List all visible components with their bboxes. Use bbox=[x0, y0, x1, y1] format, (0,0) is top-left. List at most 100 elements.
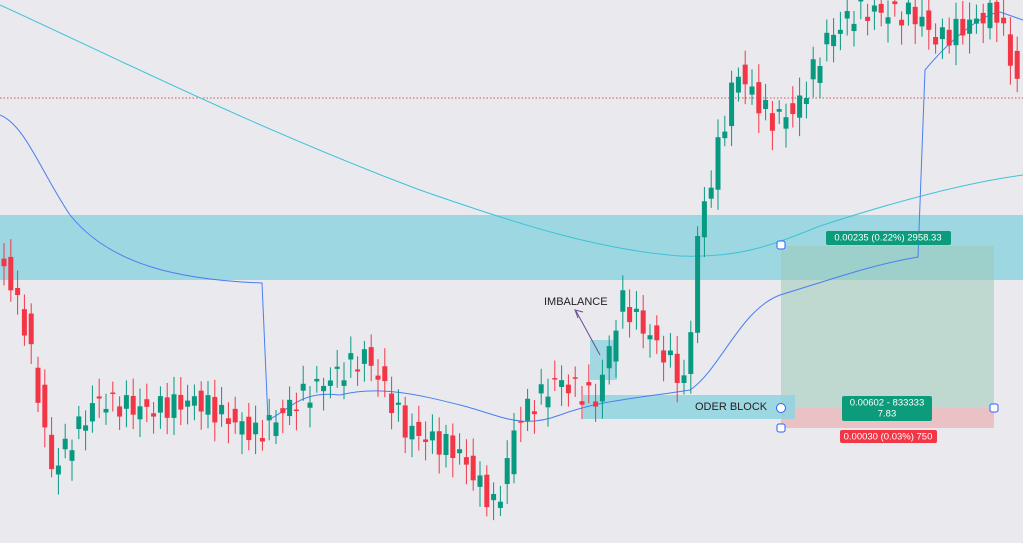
candle-body bbox=[769, 113, 775, 131]
candle-body bbox=[538, 384, 544, 394]
candle-body bbox=[810, 59, 816, 80]
candle-body bbox=[871, 5, 877, 12]
candle-body bbox=[742, 64, 748, 85]
candle-body bbox=[144, 399, 150, 407]
candle-body bbox=[436, 431, 442, 455]
candle-body bbox=[967, 19, 973, 34]
arrow-line bbox=[575, 310, 601, 356]
candle-body bbox=[246, 416, 252, 440]
candle-body bbox=[599, 374, 605, 402]
candle-body bbox=[130, 395, 136, 415]
candle-body bbox=[987, 2, 993, 29]
candle-body bbox=[110, 392, 116, 395]
candle-body bbox=[552, 378, 558, 380]
candle-body bbox=[423, 439, 429, 442]
candle-body bbox=[123, 395, 129, 409]
candle-body bbox=[627, 307, 633, 323]
order-block-zone[interactable] bbox=[583, 395, 795, 419]
candle-body bbox=[28, 313, 34, 345]
imbalance-label: IMBALANCE bbox=[544, 296, 608, 308]
candle-body bbox=[185, 400, 191, 407]
handle[interactable] bbox=[776, 403, 786, 413]
candle-body bbox=[15, 287, 21, 296]
candle-body bbox=[457, 449, 463, 454]
stop-badge bbox=[840, 430, 937, 443]
candle-body bbox=[497, 501, 503, 508]
profit-zone[interactable] bbox=[781, 246, 994, 408]
candle-body bbox=[205, 395, 211, 415]
candle-body bbox=[613, 330, 619, 362]
candle-body bbox=[35, 367, 41, 403]
candle-body bbox=[382, 366, 388, 382]
order-block-label: ODER BLOCK bbox=[695, 401, 768, 413]
candle-body bbox=[368, 347, 374, 366]
candle-body bbox=[21, 309, 27, 336]
candle-body bbox=[647, 335, 653, 340]
candle-body bbox=[559, 380, 565, 387]
candle-body bbox=[865, 16, 871, 21]
candle-body bbox=[375, 375, 381, 380]
candle-body bbox=[518, 421, 524, 423]
candle-body bbox=[55, 465, 61, 475]
candle-body bbox=[953, 18, 959, 46]
candle-body bbox=[783, 117, 789, 129]
candle-body bbox=[273, 422, 279, 436]
candle-body bbox=[219, 404, 225, 415]
candle-body bbox=[899, 19, 905, 26]
moving-average bbox=[0, 4, 1023, 257]
candle-body bbox=[402, 405, 408, 438]
candle-body bbox=[620, 290, 626, 312]
candle-body bbox=[443, 433, 449, 455]
ratio-value: 7.83 bbox=[878, 409, 897, 420]
candle-body bbox=[919, 16, 925, 27]
candle-body bbox=[307, 402, 313, 408]
candle-body bbox=[994, 1, 1000, 23]
candle-body bbox=[334, 366, 340, 369]
candle-body bbox=[287, 399, 293, 417]
ratio-label: 0.00602 - 833333 bbox=[850, 398, 924, 409]
candle-body bbox=[348, 353, 354, 360]
candle-body bbox=[763, 100, 769, 109]
target-label: 0.00235 (0.22%) 2958.33 bbox=[834, 233, 941, 244]
candle-body bbox=[851, 23, 857, 32]
candle-body bbox=[586, 382, 592, 386]
candle-body bbox=[803, 98, 809, 104]
candle-body bbox=[749, 86, 755, 95]
candle-body bbox=[837, 29, 843, 34]
candle-body bbox=[572, 377, 578, 379]
candle-body bbox=[776, 109, 782, 112]
handle[interactable] bbox=[776, 240, 786, 250]
handle[interactable] bbox=[776, 423, 786, 433]
candle-body bbox=[484, 474, 490, 508]
candle-body bbox=[477, 475, 483, 487]
candle-body bbox=[361, 349, 367, 364]
candle-body bbox=[939, 27, 945, 40]
candle-body bbox=[688, 332, 694, 374]
candle-body bbox=[1, 258, 7, 267]
arrow-head bbox=[574, 309, 584, 319]
candle-body bbox=[1001, 17, 1007, 24]
candle-body bbox=[321, 385, 327, 392]
candle-body bbox=[463, 457, 469, 465]
candle-body bbox=[491, 493, 497, 501]
candle-body bbox=[395, 402, 401, 405]
candle-body bbox=[905, 2, 911, 15]
candle-body bbox=[926, 10, 932, 30]
candle-body bbox=[831, 34, 837, 47]
candle-body bbox=[756, 82, 762, 114]
handle[interactable] bbox=[989, 403, 999, 413]
candle-body bbox=[701, 201, 707, 238]
candle-body bbox=[103, 408, 109, 413]
candle-body bbox=[409, 425, 415, 440]
candle-body bbox=[946, 29, 952, 46]
candle-body bbox=[844, 11, 850, 19]
imbalance-zone[interactable] bbox=[590, 340, 617, 380]
candle-body bbox=[593, 401, 599, 407]
candle-body bbox=[661, 350, 667, 363]
candle-body bbox=[198, 390, 204, 412]
candle-body bbox=[525, 398, 531, 421]
candle-body bbox=[579, 401, 585, 405]
candle-body bbox=[1014, 50, 1020, 79]
candle-body bbox=[266, 415, 272, 421]
stop-label: 0.00030 (0.03%) 750 bbox=[844, 432, 933, 443]
